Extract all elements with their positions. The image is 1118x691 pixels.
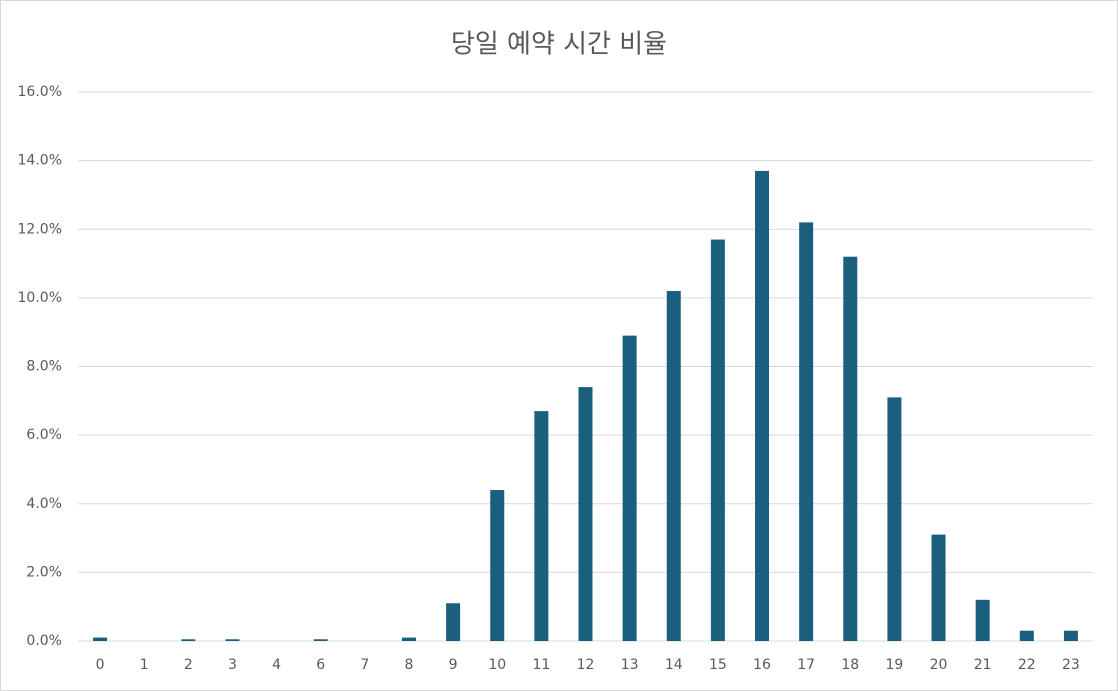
x-tick-label: 12 (577, 657, 595, 673)
bar (313, 639, 328, 641)
chart-title: 당일 예약 시간 비율 (451, 30, 667, 60)
bar (887, 397, 902, 641)
y-tick-label: 2.0% (26, 564, 62, 580)
x-tick-label: 23 (1062, 657, 1080, 673)
bar (93, 637, 108, 641)
y-tick-label: 12.0% (18, 221, 62, 237)
x-tick-label: 6 (316, 657, 325, 673)
bar (755, 170, 770, 641)
bar (931, 534, 946, 641)
x-tick-label: 11 (532, 657, 550, 673)
x-tick-label: 16 (753, 657, 771, 673)
x-tick-label: 2 (184, 657, 193, 673)
bar (578, 387, 593, 641)
y-tick-label: 0.0% (26, 633, 62, 649)
bar (534, 411, 549, 641)
y-tick-label: 16.0% (18, 84, 62, 100)
x-tick-label: 4 (272, 657, 281, 673)
y-tick-label: 14.0% (18, 153, 62, 169)
x-tick-label: 9 (449, 657, 458, 673)
bar (181, 639, 196, 641)
bar (1019, 630, 1034, 641)
x-tick-label: 17 (797, 657, 815, 673)
bar (446, 603, 461, 641)
bar (666, 291, 681, 641)
bar (225, 639, 240, 641)
x-tick-label: 0 (96, 657, 105, 673)
y-tick-label: 8.0% (26, 359, 62, 375)
bar (799, 222, 814, 641)
bar (622, 335, 637, 641)
bar (975, 599, 990, 641)
x-tick-label: 22 (1018, 657, 1036, 673)
x-tick-label: 13 (621, 657, 639, 673)
y-tick-label: 6.0% (26, 427, 62, 443)
x-tick-label: 1 (140, 657, 149, 673)
bar (401, 637, 416, 641)
x-tick-label: 8 (405, 657, 414, 673)
x-tick-label: 14 (665, 657, 683, 673)
bar (843, 256, 858, 641)
bar (710, 239, 725, 641)
x-tick-label: 15 (709, 657, 727, 673)
y-tick-label: 4.0% (26, 496, 62, 512)
bar (490, 490, 505, 641)
y-tick-label: 10.0% (18, 290, 62, 306)
x-tick-label: 19 (885, 657, 903, 673)
x-tick-label: 18 (841, 657, 859, 673)
x-tick-label: 7 (360, 657, 369, 673)
x-tick-label: 21 (974, 657, 992, 673)
x-tick-label: 3 (228, 657, 237, 673)
bar (1063, 630, 1078, 641)
x-tick-label: 10 (488, 657, 506, 673)
x-tick-label: 20 (930, 657, 948, 673)
